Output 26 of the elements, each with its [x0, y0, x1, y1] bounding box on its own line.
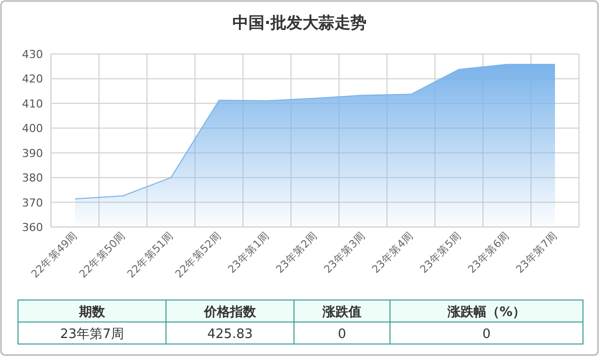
xtick: 23年第7周 — [514, 230, 560, 276]
ytick: 400 — [22, 122, 43, 136]
xtick: 23年第2周 — [274, 230, 320, 276]
annotation: 23年第7周 — [60, 327, 124, 342]
annotation: 期数 — [79, 305, 105, 320]
ytick: 410 — [22, 97, 43, 110]
xtick: 23年第5周 — [418, 230, 464, 276]
xtick: 23年第1周 — [226, 230, 272, 276]
ytick: 380 — [22, 172, 43, 185]
xtick: 23年第6周 — [466, 230, 512, 276]
ytick: 370 — [22, 196, 43, 210]
title: 中国·批发大蒜走势 — [232, 13, 367, 32]
annotation: 价格指数 — [204, 305, 256, 320]
ytick: 390 — [22, 146, 43, 160]
annotation: 涨跌值 — [322, 305, 362, 320]
xtick: 22年第51周 — [125, 230, 176, 281]
xtick: 23年第3周 — [322, 230, 368, 276]
annotation: 0 — [338, 327, 346, 342]
annotation: 0 — [482, 327, 491, 342]
xtick: 22年第52周 — [173, 230, 224, 281]
annotation: 涨跌幅（%） — [447, 305, 526, 320]
ytick: 430 — [22, 48, 43, 61]
ytick: 420 — [22, 72, 43, 86]
xtick: 22年第50周 — [77, 230, 128, 281]
xtick: 23年第4周 — [370, 230, 416, 276]
annotation: 425.83 — [207, 327, 253, 342]
